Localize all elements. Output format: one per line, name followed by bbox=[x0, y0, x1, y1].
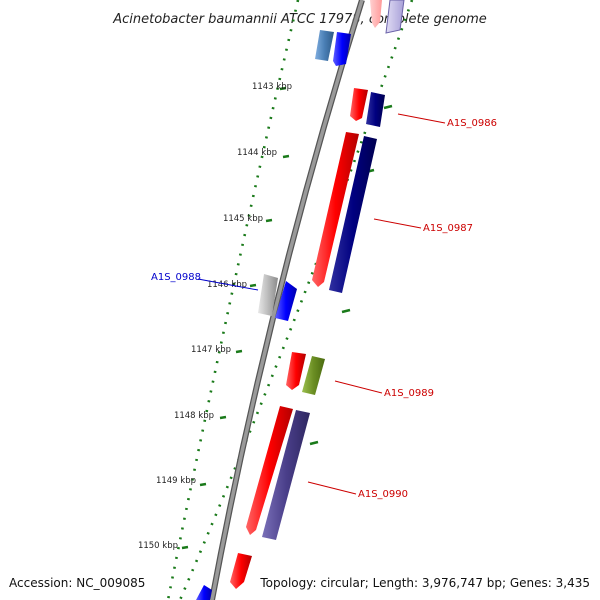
gene-label-0990[interactable]: A1S_0990 bbox=[358, 489, 408, 500]
gene-navy-0987[interactable] bbox=[329, 136, 377, 293]
leader-0987 bbox=[373, 218, 422, 229]
gene-label-0989[interactable]: A1S_0989 bbox=[384, 388, 434, 399]
gene-navy-0986[interactable] bbox=[366, 92, 385, 127]
gene-label-0986[interactable]: A1S_0986 bbox=[447, 118, 497, 129]
gene-red-0990[interactable] bbox=[246, 406, 293, 535]
map-title: Acinetobacter baumannii ATCC 17978, comp… bbox=[112, 12, 487, 27]
gene-faded-red[interactable] bbox=[370, 0, 382, 28]
leader-0989 bbox=[334, 380, 383, 394]
gene-blue-0988[interactable] bbox=[275, 281, 297, 321]
leader-0990 bbox=[307, 481, 357, 495]
tick-label-1150: 1150 kbp bbox=[138, 541, 178, 551]
gene-steel[interactable] bbox=[315, 30, 334, 61]
gene-olive-0989[interactable] bbox=[302, 356, 325, 395]
tick-label-1145: 1145 kbp bbox=[223, 214, 263, 224]
tick-label-1146: 1146 kbp bbox=[207, 280, 247, 290]
gene-label-0987[interactable]: A1S_0987 bbox=[423, 223, 473, 234]
leader-0988 bbox=[197, 278, 259, 291]
gene-red-0989[interactable] bbox=[286, 352, 306, 390]
outer-tick-track bbox=[178, 0, 414, 600]
gene-blue-bottom[interactable] bbox=[196, 585, 212, 600]
gene-gray-0988[interactable] bbox=[258, 274, 278, 316]
gene-label-0988[interactable]: A1S_0988 bbox=[151, 272, 201, 283]
gene-blue-top[interactable] bbox=[333, 32, 351, 66]
gene-slate-0990[interactable] bbox=[262, 410, 310, 540]
genome-backbone bbox=[210, 0, 364, 600]
tick-label-1144: 1144 kbp bbox=[237, 148, 277, 158]
gene-red-0987[interactable] bbox=[312, 132, 359, 287]
gene-red-0986[interactable] bbox=[350, 88, 368, 121]
gene-faded-slate[interactable] bbox=[385, 0, 405, 34]
gene-red-bottom[interactable] bbox=[230, 553, 252, 589]
tick-label-1143: 1143 kbp bbox=[252, 82, 292, 92]
accession-text: Accession: NC_009085 bbox=[9, 576, 145, 590]
topology-text: Topology: circular; Length: 3,976,747 bp… bbox=[259, 576, 590, 590]
leader-0986 bbox=[397, 113, 446, 124]
tick-label-1148: 1148 kbp bbox=[174, 411, 214, 421]
tick-label-1149: 1149 kbp bbox=[156, 476, 196, 486]
tick-label-1147: 1147 kbp bbox=[191, 345, 231, 355]
